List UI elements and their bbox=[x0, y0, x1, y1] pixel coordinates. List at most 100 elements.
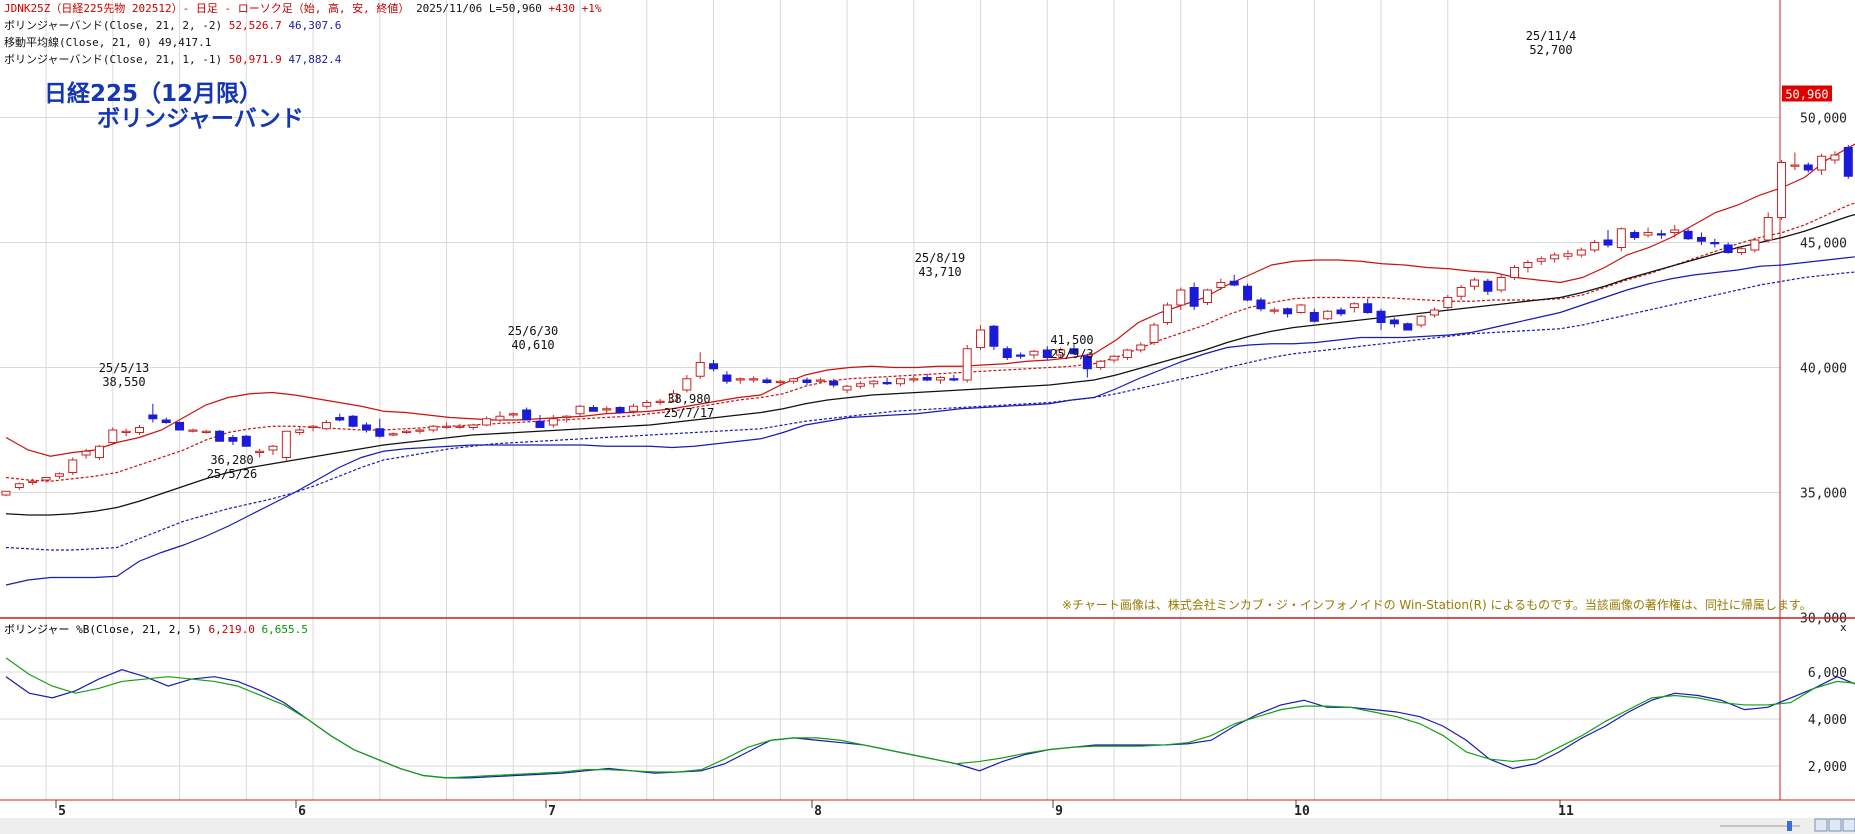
candle-bull bbox=[1616, 228, 1626, 248]
candle-bull bbox=[14, 483, 24, 488]
fit-icon bbox=[1842, 818, 1855, 832]
x-tick-label: 5 bbox=[58, 804, 66, 819]
candle-bear bbox=[175, 422, 185, 431]
last-price-tag bbox=[1782, 85, 1832, 102]
candle-bull bbox=[455, 425, 465, 428]
candle-bear bbox=[1309, 312, 1319, 322]
annotation-line1: 38,980 bbox=[667, 392, 710, 406]
y-tick-label: 50,000 bbox=[1800, 112, 1847, 127]
last-price-tag-label: 50,960 bbox=[1785, 88, 1828, 102]
candle-bull bbox=[1456, 287, 1466, 297]
candle-bull bbox=[1149, 324, 1159, 343]
candle-bear bbox=[1069, 348, 1079, 355]
ma-line bbox=[5, 213, 1855, 516]
y-tick-label: 45,000 bbox=[1800, 237, 1847, 252]
y-tick-label: 40,000 bbox=[1800, 362, 1847, 377]
candle-bull bbox=[602, 408, 612, 411]
candle-bear bbox=[335, 417, 345, 421]
date-label: 2025/11/06 bbox=[416, 2, 483, 15]
candle-bull bbox=[28, 480, 38, 483]
candle-bear bbox=[1376, 310, 1386, 323]
candle-bear bbox=[1710, 242, 1720, 245]
candle-bull bbox=[1790, 164, 1800, 167]
candle-bull bbox=[1056, 349, 1066, 356]
annotation-line2: 38,550 bbox=[102, 375, 145, 389]
x-tick-label: 7 bbox=[548, 804, 556, 819]
bb2-lower-value: 46,307.6 bbox=[288, 19, 342, 32]
candle-bull bbox=[855, 383, 865, 387]
candle-bear bbox=[148, 414, 158, 420]
candle-bull bbox=[1029, 350, 1039, 356]
candle-bull bbox=[909, 378, 919, 381]
candle-bull bbox=[1176, 289, 1186, 306]
candle-bull bbox=[1830, 154, 1840, 161]
candle-bull bbox=[121, 430, 131, 433]
candle-bear bbox=[1656, 233, 1666, 236]
candle-bull bbox=[468, 424, 478, 428]
last-price-label: L=50,960 bbox=[488, 2, 542, 15]
candle-bull bbox=[402, 430, 411, 433]
candle-bear bbox=[1723, 244, 1733, 253]
candle-bull bbox=[1576, 249, 1586, 256]
candle-bull bbox=[188, 429, 198, 432]
y-tick-label: 30,000 bbox=[1800, 612, 1847, 627]
candle-bear bbox=[375, 428, 385, 437]
candle-bull bbox=[642, 402, 652, 407]
candle-bear bbox=[1603, 239, 1613, 246]
candle-bull bbox=[749, 378, 759, 381]
candle-bull bbox=[1750, 239, 1760, 251]
candle-bull bbox=[669, 393, 678, 402]
candle-bull bbox=[1429, 309, 1439, 316]
candle-bear bbox=[1042, 349, 1052, 358]
scroll-strip bbox=[0, 818, 1855, 834]
change-pct-label: +1% bbox=[581, 2, 602, 15]
candle-bull bbox=[268, 445, 278, 451]
candle-bull bbox=[976, 329, 986, 348]
annotation-line2: 25/7/17 bbox=[664, 406, 715, 420]
annotation-line1: 36,280 bbox=[210, 453, 253, 467]
candle-bear bbox=[989, 325, 999, 347]
candle-bear bbox=[1483, 280, 1493, 292]
candle-bear bbox=[241, 435, 251, 447]
candle-bull bbox=[1443, 297, 1453, 308]
subpanel-close-icon[interactable]: x bbox=[1840, 621, 1847, 634]
candle-bull bbox=[1777, 162, 1787, 218]
bb2-upper-value: 52,526.7 bbox=[228, 19, 282, 32]
x-tick-label: 6 bbox=[298, 804, 306, 819]
candle-bear bbox=[228, 437, 238, 442]
subpanel-header: ボリンジャー %B(Close, 21, 2, 5) 6,219.0 6,655… bbox=[4, 621, 308, 637]
candle-bull bbox=[936, 377, 945, 381]
candle-bull bbox=[869, 380, 879, 385]
candle-bull bbox=[1510, 267, 1520, 278]
candle-bear bbox=[1389, 319, 1399, 325]
candle-bull bbox=[1590, 242, 1600, 251]
candle-bull bbox=[842, 385, 852, 391]
candle-bear bbox=[922, 377, 932, 381]
candle-bull bbox=[1296, 304, 1306, 313]
candle-bear bbox=[535, 420, 545, 428]
bb1-lower-value: 47,882.4 bbox=[288, 53, 342, 66]
candle-bull bbox=[54, 473, 64, 477]
candle-bear bbox=[949, 378, 959, 381]
candle-bull bbox=[682, 378, 692, 391]
y-tick-label: 35,000 bbox=[1800, 487, 1847, 502]
annotation-line2: 25/9/3 bbox=[1050, 347, 1093, 361]
candle-bull bbox=[295, 429, 305, 433]
candle-bear bbox=[1843, 147, 1853, 177]
zoom-out-icon bbox=[1814, 818, 1828, 832]
candle-bull bbox=[1523, 262, 1533, 268]
bb-upper2-line bbox=[5, 143, 1855, 457]
candle-bull bbox=[1563, 253, 1573, 257]
candle-bull bbox=[68, 459, 78, 473]
legend-bb2: ボリンジャーバンド(Close, 21, 2, -2) 52,526.7 46,… bbox=[4, 19, 341, 33]
candle-bull bbox=[321, 422, 331, 430]
candle-bull bbox=[1136, 344, 1146, 351]
candle-bull bbox=[1, 490, 11, 496]
candle-bear bbox=[1082, 355, 1092, 370]
zoom-thumb bbox=[1787, 821, 1792, 831]
candle-bull bbox=[628, 405, 638, 412]
bb1-upper-value: 50,971.9 bbox=[228, 53, 282, 66]
x-tick-label: 9 bbox=[1055, 804, 1063, 819]
bb1-label: ボリンジャーバンド(Close, 21, 1, -1) bbox=[4, 53, 223, 66]
